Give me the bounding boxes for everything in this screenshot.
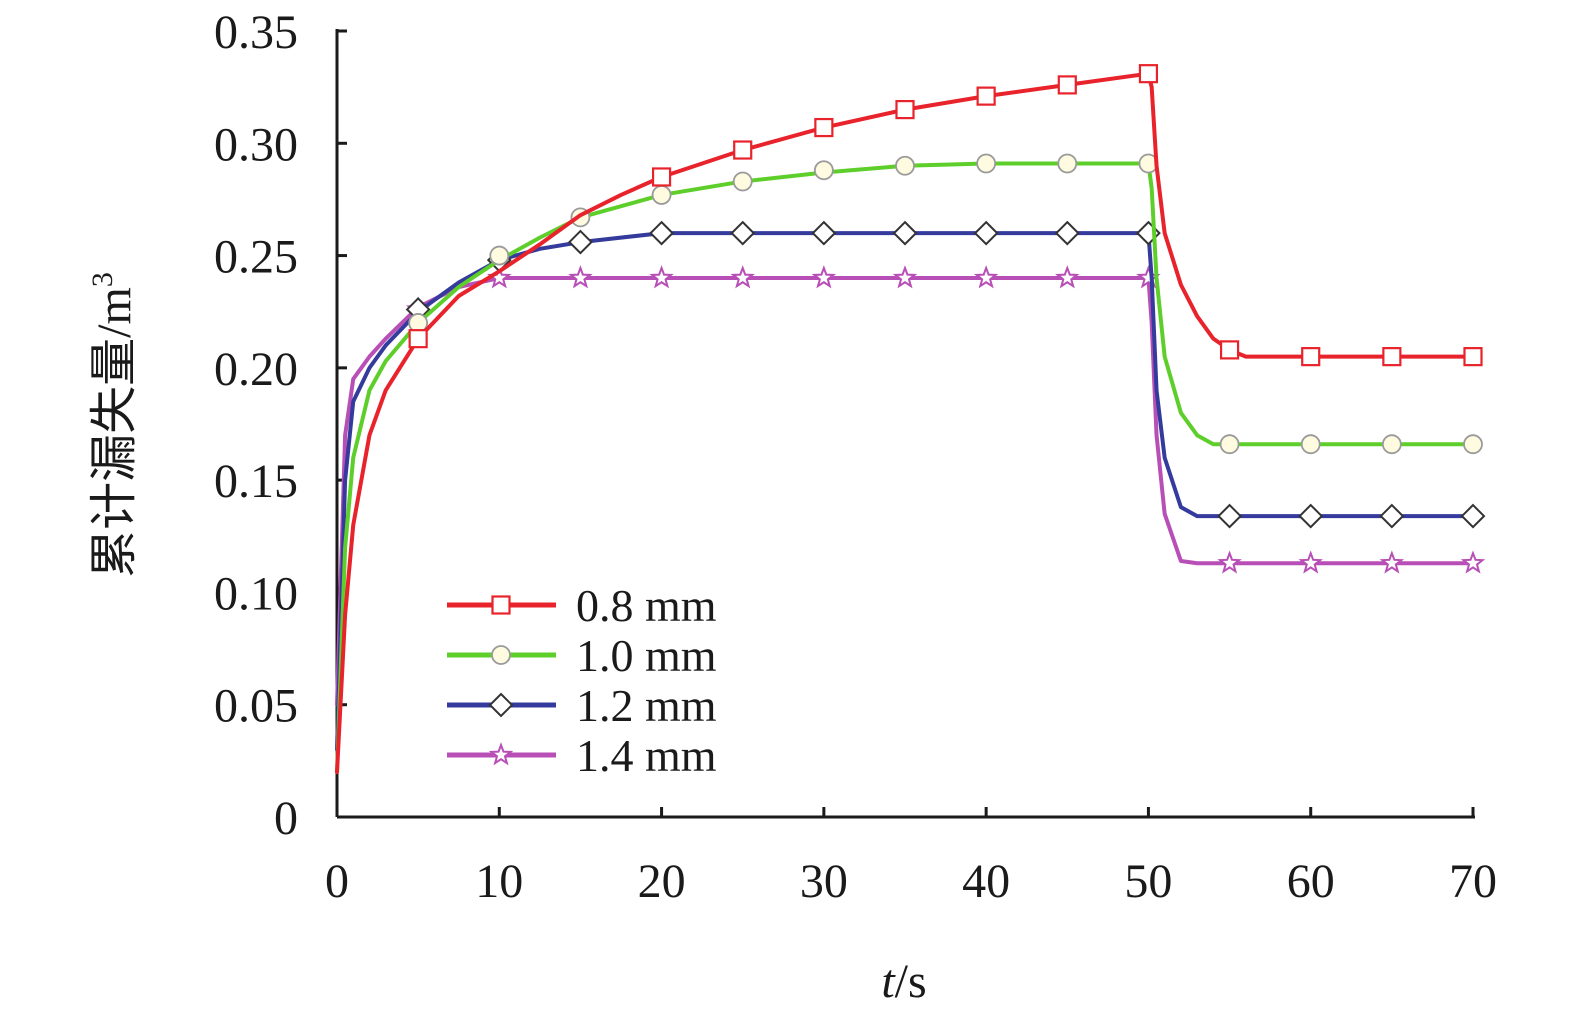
- x-axis-title-italic: t: [881, 955, 896, 1008]
- data-point-marker: [1055, 265, 1080, 289]
- data-point-marker: [1219, 434, 1240, 455]
- y-tick-label: 0.20: [214, 343, 298, 396]
- data-point-marker: [1300, 434, 1321, 455]
- legend-label: 0.8 mm: [576, 580, 717, 631]
- data-point-marker: [1138, 64, 1159, 84]
- x-axis-title-unit: /s: [895, 955, 927, 1008]
- data-point-marker: [730, 220, 756, 246]
- data-point-marker: [649, 265, 674, 289]
- series-line: [335, 231, 1475, 752]
- data-point-marker: [730, 265, 755, 289]
- y-tick-label: 0.15: [214, 455, 298, 508]
- legend-item: 1.0 mm: [447, 630, 717, 681]
- y-axis-title: 累计漏失量/m3: [86, 272, 141, 578]
- legend-item: 1.4 mm: [447, 730, 717, 781]
- y-tick-label: 0.25: [214, 231, 298, 284]
- data-point-marker: [732, 171, 753, 192]
- data-point-marker: [651, 185, 672, 205]
- x-axis-title: t/s: [881, 955, 926, 1008]
- data-point-marker: [1217, 550, 1242, 574]
- y-tick-label: 0.30: [214, 118, 298, 171]
- data-point-marker: [895, 155, 915, 176]
- x-tick-label: 30: [800, 855, 848, 908]
- data-point-marker: [892, 265, 918, 289]
- x-tick-label: 10: [475, 855, 523, 908]
- data-point-marker: [1054, 220, 1080, 246]
- series-0-8-mm: [335, 64, 1483, 775]
- legend: 0.8 mm1.0 mm1.2 mm1.4 mm: [447, 580, 717, 781]
- data-point-marker: [1057, 75, 1077, 95]
- data-point-marker: [1381, 434, 1402, 455]
- data-point-marker: [895, 99, 915, 120]
- x-tick-label: 40: [962, 855, 1010, 908]
- series-1-0-mm: [335, 153, 1483, 775]
- legend-marker: [488, 742, 514, 766]
- data-point-marker: [733, 140, 753, 160]
- series-1-2-mm: [335, 220, 1486, 752]
- x-tick-label: 20: [638, 855, 686, 908]
- legend-marker: [488, 692, 514, 718]
- legend-item: 0.8 mm: [447, 580, 717, 631]
- axis-titles: t/s 累计漏失量/m3: [86, 272, 927, 1008]
- data-point-marker: [811, 265, 837, 289]
- data-point-marker: [1379, 503, 1405, 529]
- data-point-marker: [976, 153, 997, 174]
- data-point-marker: [1460, 503, 1486, 529]
- legend-item: 1.2 mm: [447, 680, 717, 731]
- data-point-marker: [976, 86, 996, 106]
- data-point-marker: [1460, 550, 1486, 574]
- legend-marker: [491, 645, 511, 665]
- data-point-marker: [1463, 434, 1483, 455]
- series-line: [335, 276, 1475, 707]
- data-point-marker: [651, 167, 672, 187]
- data-point-marker: [973, 220, 999, 246]
- series-1-4-mm: [335, 265, 1486, 707]
- data-point-marker: [489, 245, 510, 266]
- y-axis-title-superscript: 3: [86, 272, 119, 287]
- series-layer: [335, 64, 1486, 775]
- data-point-marker: [649, 220, 674, 246]
- data-point-marker: [1219, 340, 1240, 360]
- data-point-marker: [1217, 503, 1242, 529]
- y-tick-label: 0: [274, 792, 298, 845]
- data-point-marker: [973, 265, 999, 289]
- data-point-marker: [813, 160, 834, 181]
- data-point-marker: [1301, 347, 1321, 367]
- series-line: [335, 71, 1475, 775]
- data-point-marker: [1057, 153, 1078, 174]
- legend-label: 1.0 mm: [576, 630, 717, 681]
- data-point-marker: [568, 265, 593, 289]
- data-point-marker: [814, 117, 834, 138]
- y-axis-title-main: 累计漏失量/m: [88, 287, 141, 578]
- data-point-marker: [568, 229, 593, 255]
- y-tick-label: 0.35: [214, 6, 298, 59]
- x-tick-label: 70: [1449, 855, 1497, 908]
- y-tick-label: 0.05: [214, 680, 298, 733]
- x-tick-label: 0: [325, 855, 349, 908]
- x-tick-label: 60: [1287, 855, 1335, 908]
- legend-label: 1.2 mm: [576, 680, 717, 731]
- y-tick-label: 0.10: [214, 567, 298, 620]
- data-point-marker: [1298, 550, 1323, 574]
- data-point-marker: [892, 220, 918, 246]
- data-point-marker: [1379, 550, 1405, 574]
- data-point-marker: [1463, 347, 1483, 367]
- legend-marker: [491, 595, 511, 615]
- x-tick-label: 50: [1124, 855, 1172, 908]
- data-point-marker: [408, 329, 428, 349]
- data-point-marker: [1382, 347, 1402, 367]
- legend-label: 1.4 mm: [576, 730, 717, 781]
- axes: 0 0.05 0.10 0.15 0.20 0.25 0.30 0.35 0 10 20 30 40 50…: [214, 6, 1497, 908]
- data-point-marker: [811, 220, 837, 246]
- data-point-marker: [1298, 503, 1324, 529]
